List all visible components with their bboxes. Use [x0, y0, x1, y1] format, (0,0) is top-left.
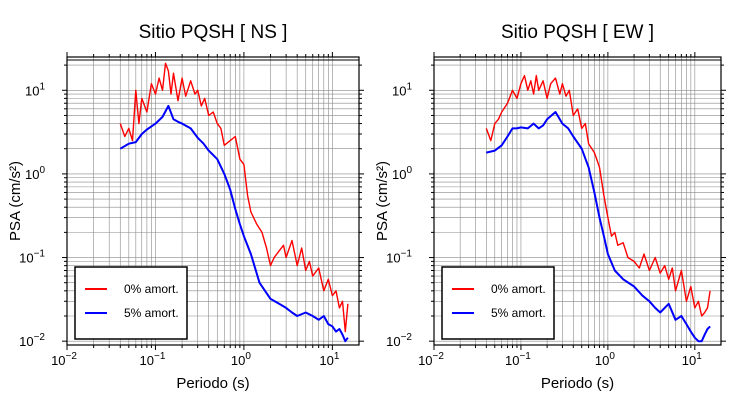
x-axis-label: Periodo (s) — [176, 375, 249, 392]
x-axis-label: Periodo (s) — [541, 375, 614, 392]
series-line-1: 0% amort. — [119, 62, 349, 333]
chart-panel-1: 10−2 10−1 100 101 10−2 10−1 100 101 Sitio PQSH [… — [7, 22, 364, 392]
x-tick-label: 10−1 — [505, 351, 531, 368]
ticks — [62, 52, 364, 350]
x-tick-label: 101 — [682, 351, 702, 368]
legend-label: 5% amort. — [491, 306, 546, 320]
chart-panel-2: 10−2 10−1 100 101 10−2 10−1 100 101 Sitio PQSH [… — [374, 22, 726, 392]
chart-title: Sitio PQSH [ NS ] — [139, 22, 288, 43]
series-line-2: 5% amort. — [119, 104, 349, 343]
y-tick-label: 101 — [392, 81, 412, 98]
y-tick-label: 100 — [25, 165, 45, 182]
plot-frame — [433, 56, 722, 346]
series-line-1: 0% amort. — [485, 74, 711, 317]
y-tick-label: 10−2 — [19, 332, 45, 349]
legend: 0% amort. 5% amort. — [74, 266, 188, 340]
grid — [434, 57, 721, 345]
x-tick-label: 10−2 — [51, 351, 77, 368]
legend-label: 0% amort. — [124, 282, 179, 296]
y-tick-label: 10−1 — [386, 249, 412, 266]
x-tick-label: 10−1 — [140, 351, 166, 368]
legend: 0% amort. 5% amort. — [441, 266, 555, 340]
x-tick-label: 101 — [319, 351, 339, 368]
y-axis-label: PSA (cm/s²) — [7, 161, 24, 241]
y-tick-label: 100 — [392, 165, 412, 182]
legend-box — [441, 266, 555, 340]
y-tick-label: 10−2 — [386, 332, 412, 349]
ticks — [429, 52, 726, 350]
legend-label: 5% amort. — [124, 306, 179, 320]
legend-label: 0% amort. — [491, 282, 546, 296]
chart-title: Sitio PQSH [ EW ] — [501, 22, 654, 43]
y-axis-label: PSA (cm/s²) — [374, 161, 391, 241]
y-tick-label: 101 — [25, 81, 45, 98]
y-tick-label: 10−1 — [19, 249, 45, 266]
series-line-2: 5% amort. — [486, 111, 711, 343]
x-tick-label: 100 — [231, 351, 251, 368]
x-tick-label: 100 — [595, 351, 615, 368]
x-tick-label: 10−2 — [418, 351, 444, 368]
legend-box — [74, 266, 188, 340]
plot-frame — [66, 56, 360, 346]
